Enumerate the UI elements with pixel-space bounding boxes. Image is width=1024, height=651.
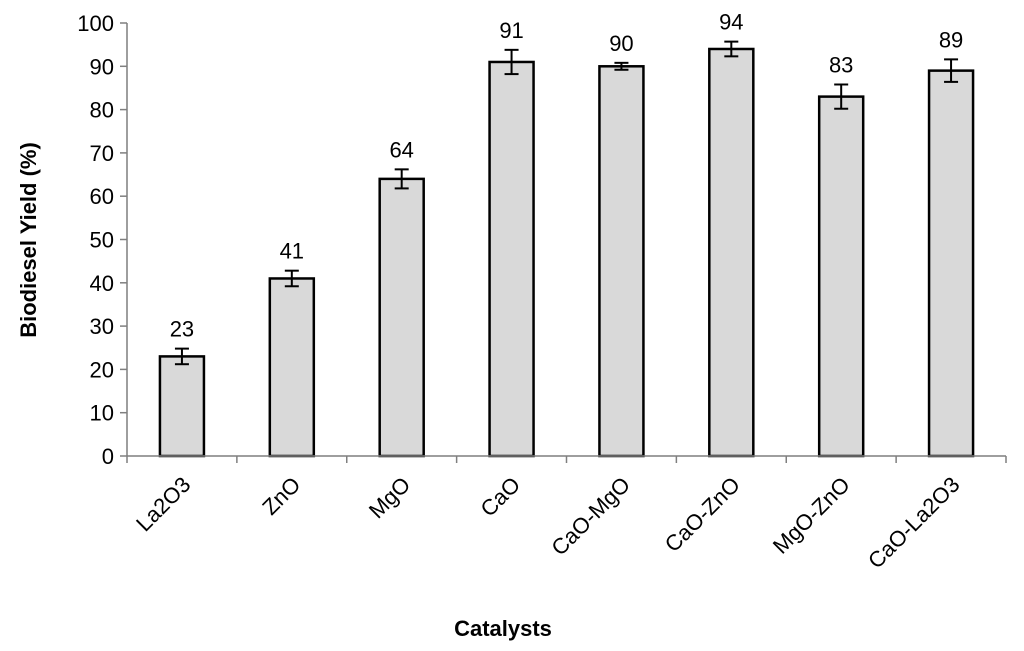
- data-labels-group: 23 41 64 91 90 94 83 89: [170, 10, 964, 342]
- y-tick-label: 60: [90, 184, 114, 209]
- x-tick-label: La2O3: [131, 472, 195, 536]
- y-tick-label: 30: [90, 314, 114, 339]
- data-label: 90: [609, 31, 633, 56]
- y-tick-label: 0: [102, 444, 114, 469]
- y-tick-label: 20: [90, 357, 114, 382]
- y-tick-label: 100: [77, 11, 114, 36]
- bar-cao-la2o3: [927, 69, 975, 458]
- error-bars-group: [174, 40, 959, 366]
- y-tick-label: 80: [90, 98, 114, 123]
- x-tick-label: CaO-La2O3: [863, 472, 965, 574]
- bar-la2o3: [158, 355, 206, 458]
- data-label: 64: [389, 137, 413, 162]
- x-tick-label: MgO: [364, 472, 415, 523]
- bar-mgo-zno: [817, 95, 865, 458]
- x-tick-label: MgO-ZnO: [768, 472, 855, 559]
- x-tick-label: CaO: [475, 472, 525, 522]
- bar-zno: [268, 277, 316, 458]
- y-tick-label: 10: [90, 401, 114, 426]
- bar-cao-mgo: [598, 65, 645, 458]
- y-tick-label: 40: [90, 271, 114, 296]
- y-tick-label: 70: [90, 141, 114, 166]
- data-label: 83: [829, 52, 853, 77]
- x-axis-title: Catalysts: [454, 616, 552, 641]
- data-label: 23: [170, 317, 194, 342]
- bar-cao: [488, 60, 535, 458]
- x-tick-label: CaO-MgO: [546, 472, 635, 561]
- y-tick-label: 50: [90, 228, 114, 253]
- axes-group: [120, 22, 1007, 463]
- y-tick-label: 90: [90, 54, 114, 79]
- data-label: 89: [939, 27, 963, 52]
- data-label: 91: [499, 18, 523, 43]
- y-axis-title: Biodiesel Yield (%): [16, 142, 41, 338]
- x-tick-labels: La2O3 ZnO MgO CaO CaO-MgO CaO-ZnO MgO-ZnO CaO-L…: [131, 472, 965, 574]
- x-tick-label: ZnO: [257, 472, 305, 520]
- bar-cao-zno: [708, 47, 755, 458]
- x-tick-label: CaO-ZnO: [660, 472, 745, 557]
- y-tick-labels: 0 10 20 30 40 50 60 70 80 90 100: [77, 11, 114, 469]
- data-label: 41: [280, 239, 304, 264]
- bar-mgo: [378, 177, 425, 458]
- data-label: 94: [719, 10, 743, 35]
